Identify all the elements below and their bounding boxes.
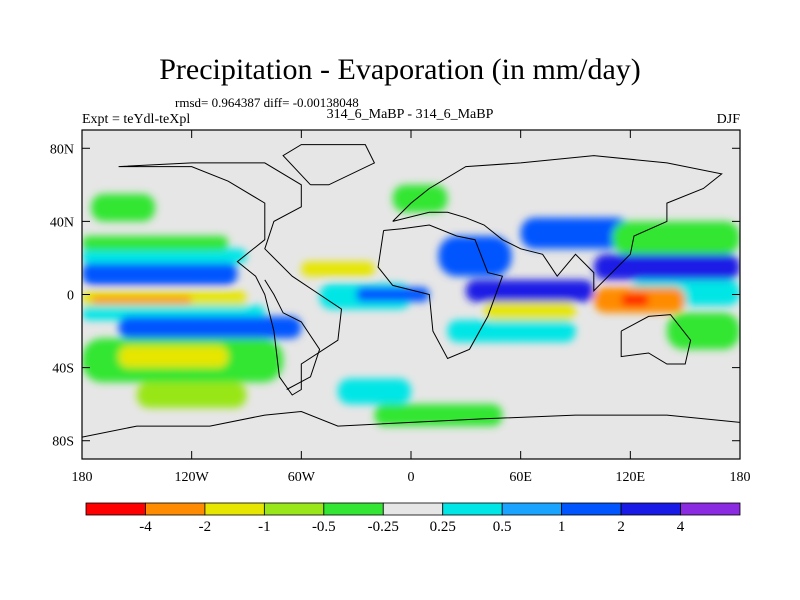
x-tick-label: 180	[72, 470, 93, 485]
y-tick-label: 80S	[52, 435, 74, 450]
field-region-west-pacific-blue	[593, 254, 740, 280]
field-region-north-pacific-cyan	[82, 248, 247, 264]
field-region-north-pacific-band	[82, 261, 238, 286]
coastline-americas	[118, 162, 343, 396]
x-tick-label: 180	[730, 470, 751, 485]
field-region-north-pacific-storm	[91, 193, 156, 222]
x-tick-label: 120E	[616, 470, 646, 485]
colorbar-label: 2	[617, 519, 625, 535]
coastline-africa-europe	[377, 224, 504, 360]
field-region-maritime-red	[621, 294, 649, 306]
field-region-atlantic-north-yellow	[301, 261, 375, 277]
field-region-south-pacific-band	[118, 316, 302, 339]
field-region-north-africa-green	[392, 184, 448, 213]
season-label: DJF	[716, 112, 740, 127]
field-region-indian-band	[465, 279, 594, 302]
y-tick-label: 40S	[52, 362, 74, 377]
field-region-indian-yellow	[484, 301, 576, 321]
coastline-antarctica-coast	[82, 410, 740, 438]
stats-string: rmsd= 0.964387 diff= -0.00138048	[175, 95, 359, 110]
colorbar-swatch	[561, 502, 622, 516]
colorbar-swatch	[85, 502, 146, 516]
x-tick-label: 60E	[509, 470, 532, 485]
y-tick-label: 80N	[50, 142, 74, 157]
field-region-indian-cyan	[447, 320, 576, 343]
chart-title: Precipitation - Evaporation (in mm/day)	[159, 53, 641, 86]
coastline-south-america-interior	[264, 279, 321, 390]
field-region-south-west-pacific-green	[666, 312, 740, 350]
coastline-greenland	[282, 144, 376, 186]
field-region-west-pacific-green	[612, 221, 740, 255]
colorbar-swatch	[204, 502, 265, 516]
y-tick-label: 0	[67, 289, 74, 304]
period-label: 314_6_MaBP - 314_6_MaBP	[326, 107, 494, 122]
field-region-africa-blue	[438, 236, 512, 277]
experiment-label: Expt = teYdl-teXpl	[82, 112, 191, 127]
coastline-eurasia	[392, 155, 723, 293]
field-region-south-atlantic-cyan	[337, 378, 411, 405]
field-region-equatorial-pacific-red	[91, 296, 192, 304]
colorbar-swatch	[382, 502, 444, 516]
colorbar-label: -0.5	[311, 519, 336, 535]
colorbar-label: 1	[557, 519, 566, 535]
field-region-north-pacific-green	[82, 236, 229, 251]
field-region-south-pacific-yellow	[118, 345, 229, 368]
colorbar-label: -4	[139, 519, 152, 535]
colorbar-swatch	[263, 502, 325, 516]
colorbar-label: 0.25	[429, 519, 456, 535]
field-region-southern-ocean-green	[136, 382, 247, 408]
colorbar-swatch	[442, 502, 503, 516]
field-region-atlantic-blue	[356, 287, 430, 302]
colorbar-label: -2	[198, 519, 212, 535]
x-tick-label: 120W	[175, 470, 210, 485]
x-tick-label: 60W	[288, 470, 316, 485]
colorbar-swatch	[501, 502, 563, 516]
coastline-australia	[620, 314, 692, 365]
x-tick-label: 0	[408, 470, 415, 485]
colorbar-swatch	[680, 502, 741, 516]
colorbar-swatch	[323, 502, 384, 516]
field-region-south-atlantic-green	[374, 404, 503, 427]
colorbar-label: -1	[258, 519, 271, 535]
field-region-asia-blue	[520, 217, 631, 249]
colorbar-label: 0.5	[492, 519, 512, 535]
y-tick-label: 40N	[50, 215, 74, 230]
colorbar-label: -0.25	[367, 519, 399, 535]
colorbar-label: 4	[676, 519, 685, 535]
colorbar-swatch	[620, 502, 681, 516]
colorbar-swatch	[145, 502, 206, 516]
